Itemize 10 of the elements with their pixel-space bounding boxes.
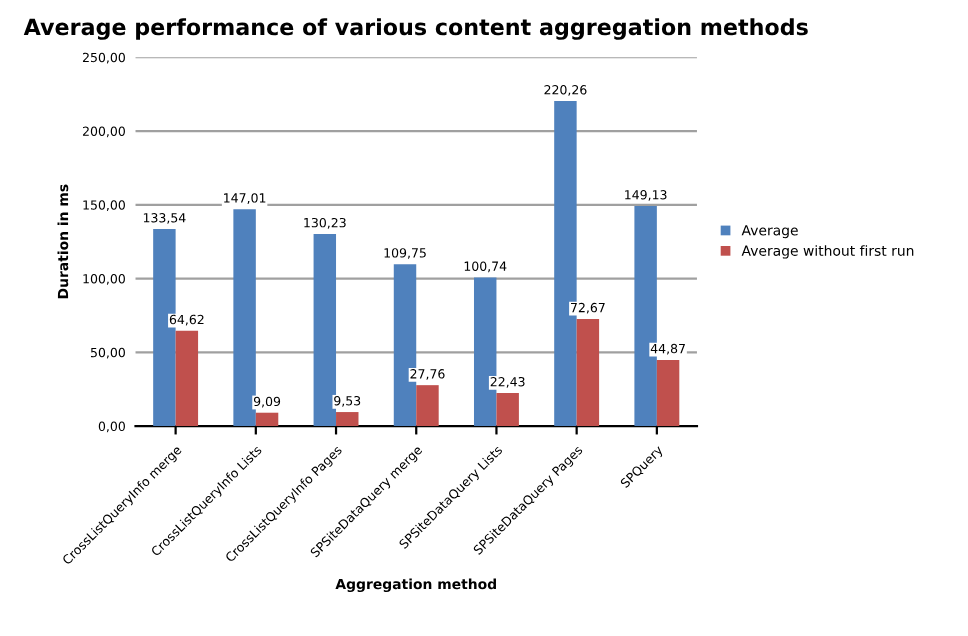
bar	[313, 233, 337, 427]
chart-title: Average performance of various content aggregation methods	[23, 18, 808, 40]
bar	[656, 359, 680, 427]
bar	[496, 393, 519, 427]
bar	[336, 412, 359, 427]
bar	[255, 412, 279, 427]
bar	[233, 209, 256, 427]
bar	[175, 330, 199, 427]
bar	[576, 318, 600, 427]
bar	[416, 385, 439, 427]
